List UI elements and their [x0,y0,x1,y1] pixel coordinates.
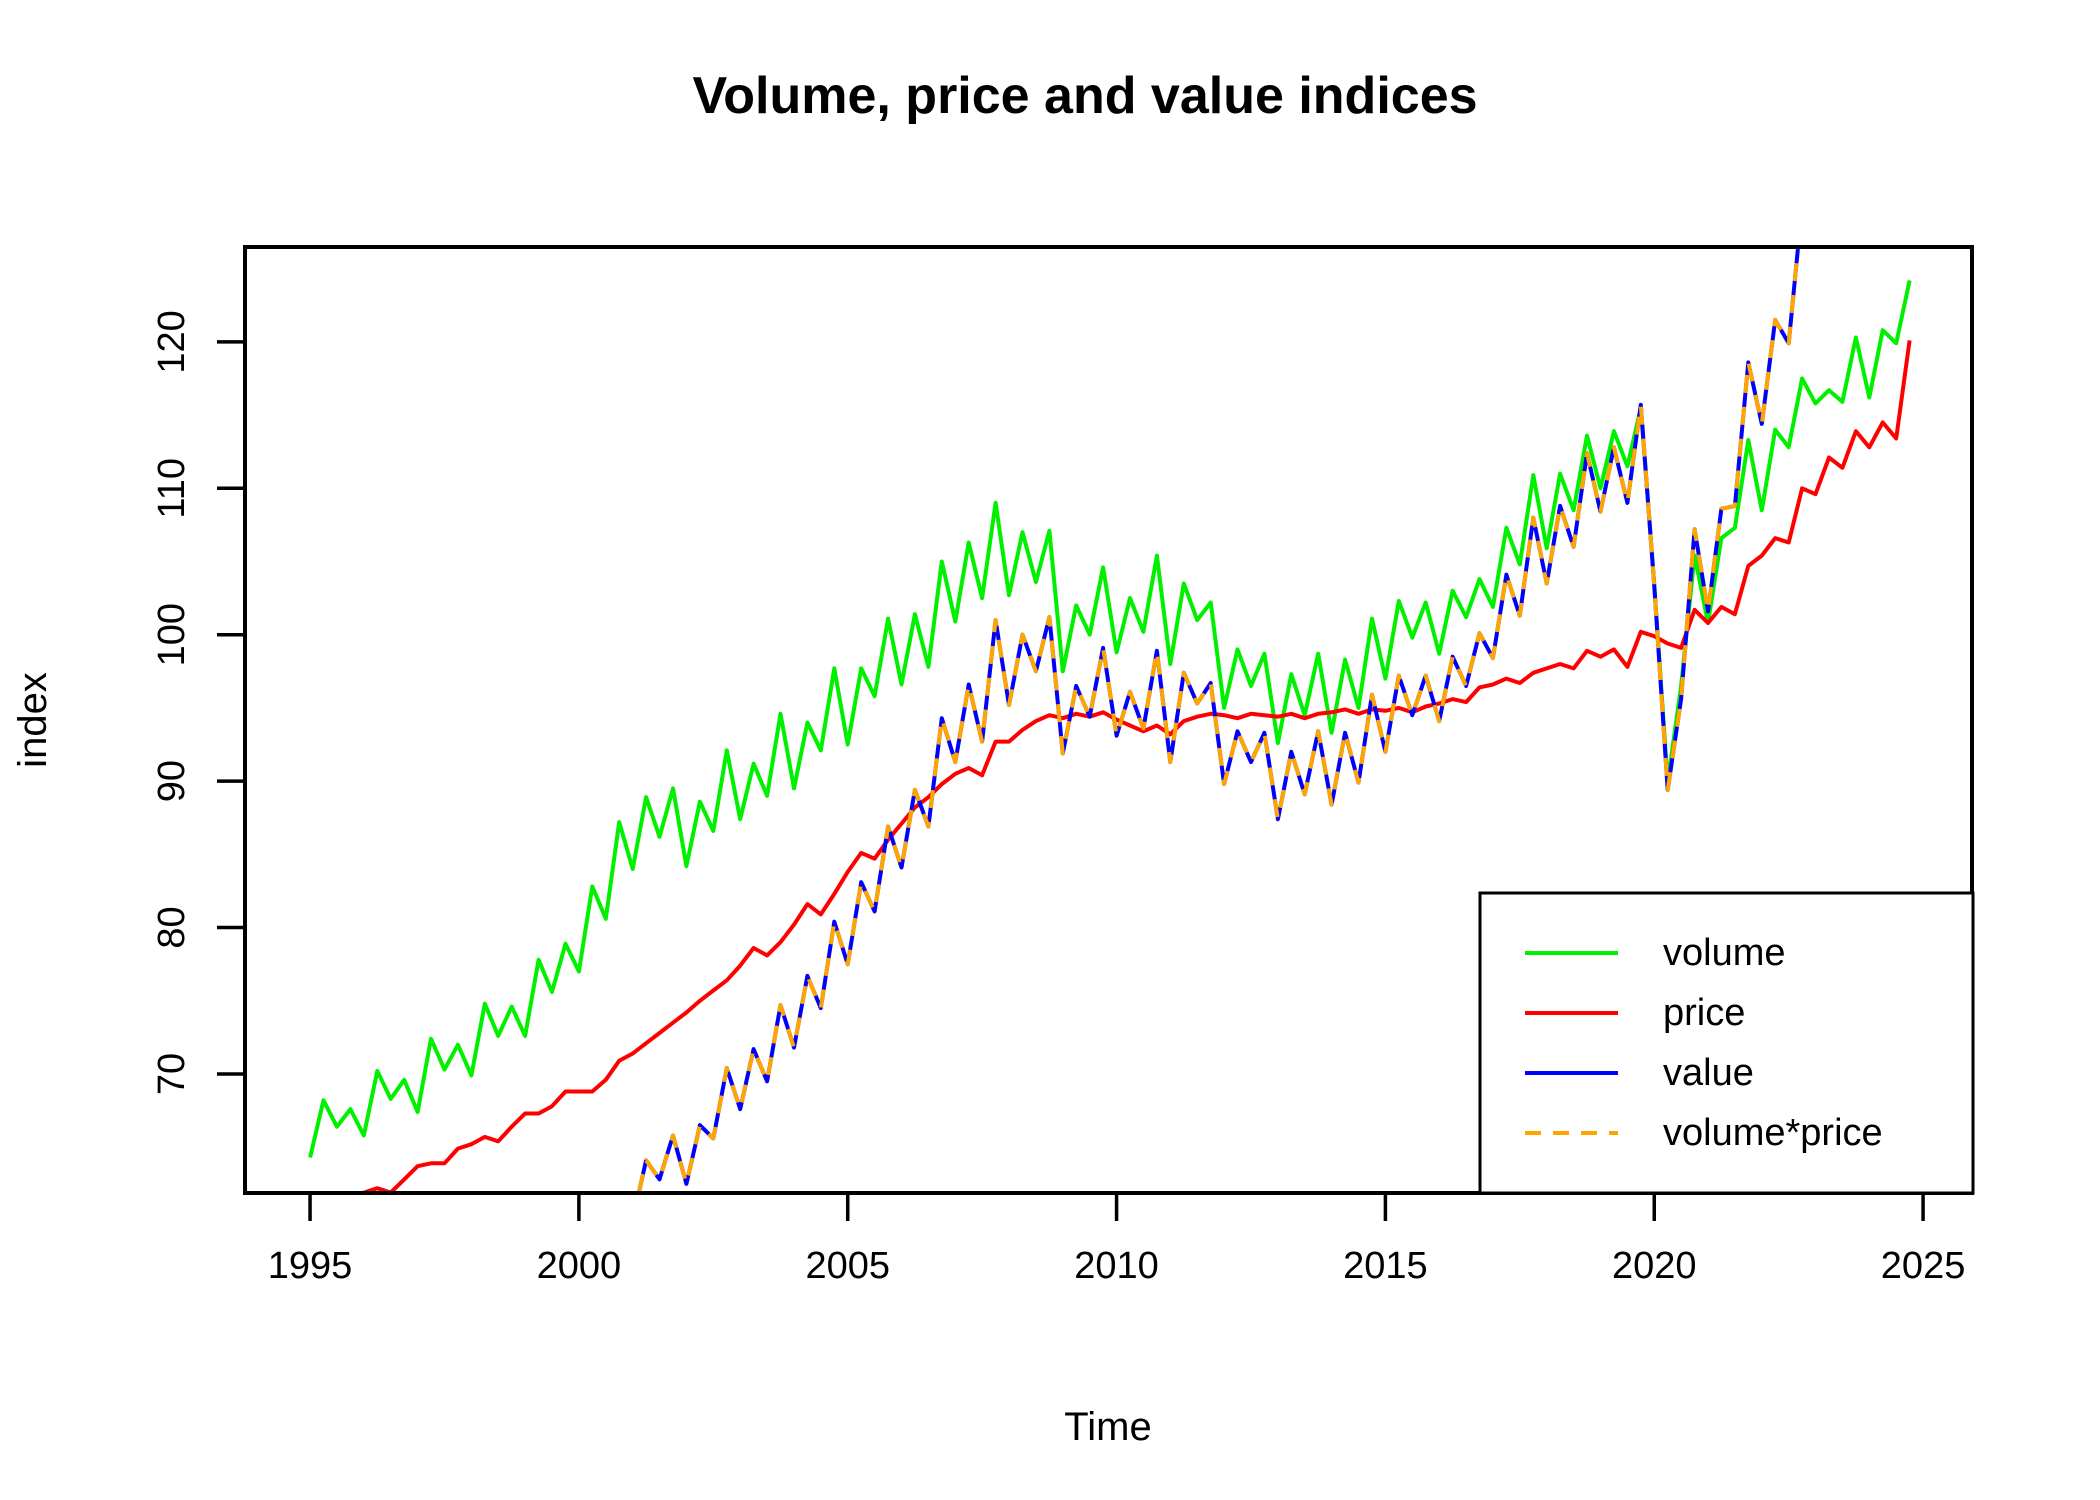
y-tick-label: 80 [151,906,193,948]
x-tick-label: 2015 [1343,1245,1428,1287]
x-tick-label: 2005 [805,1245,890,1287]
legend-label-price: price [1663,992,1745,1034]
y-axis-title: index [11,672,55,768]
legend: volume price value volume*price [1478,891,1975,1195]
series-volumexprice-line [617,247,1801,1193]
x-axis-title: Time [1064,1405,1151,1449]
y-tick-label: 110 [151,458,193,519]
legend-label-volume: volume [1663,932,1786,974]
x-tick-label: 2025 [1881,1245,1966,1287]
y-tick-label: 100 [151,603,193,666]
axes-layer: 1995 2000 2005 2010 2015 2020 2025 70 80 90 100 110… [151,245,1974,1287]
x-tick-label: 2010 [1074,1245,1159,1287]
x-tick-label: 2020 [1612,1245,1697,1287]
legend-label-value: value [1663,1052,1754,1094]
legend-box [1478,891,1975,1195]
legend-label-volumexprice: volume*price [1663,1112,1883,1154]
plot-box [243,245,1974,1195]
y-tick-label: 70 [151,1053,193,1095]
x-tick-label: 1995 [268,1245,353,1287]
chart-title: Volume, price and value indices [692,67,1477,125]
x-tick-label: 2000 [537,1245,622,1287]
series-layer [308,247,1912,1193]
series-price-line [357,340,1912,1193]
y-tick-label: 90 [151,760,193,802]
y-tick-label: 120 [151,310,193,373]
